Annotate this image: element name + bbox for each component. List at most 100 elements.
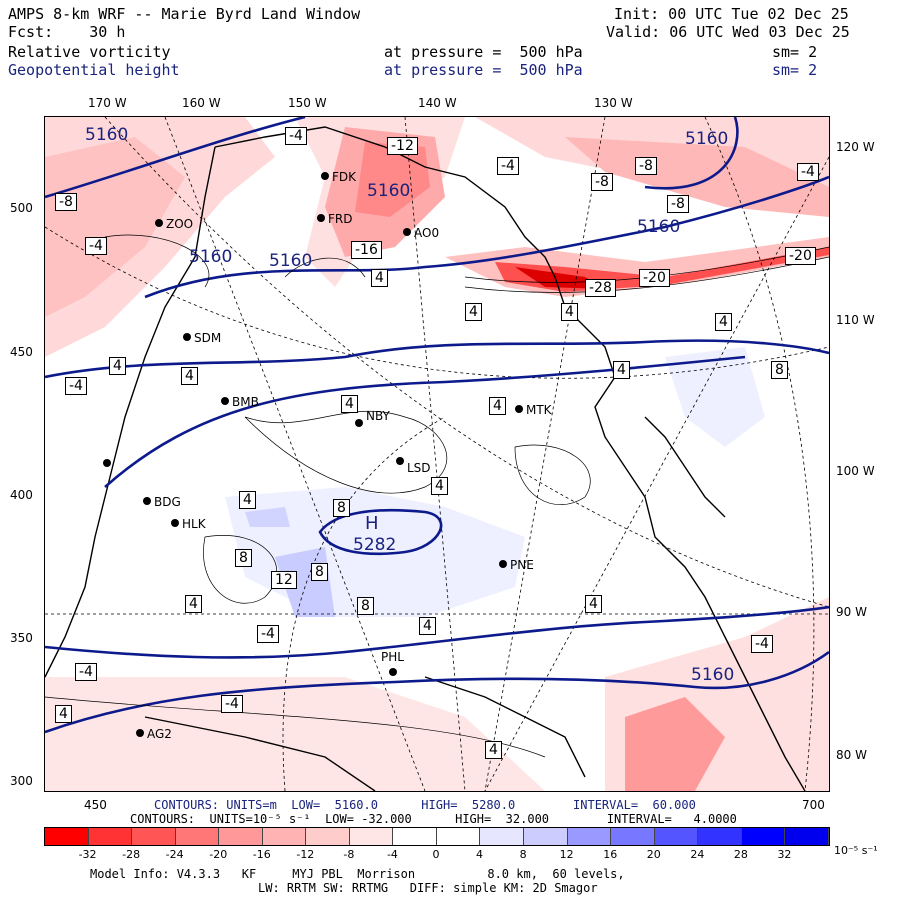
station-fdk: FDK xyxy=(332,170,357,184)
vort-label: 8 xyxy=(311,563,328,581)
vort-label: -8 xyxy=(635,157,657,175)
vort-label: 12 xyxy=(271,571,297,589)
station-frd: FRD xyxy=(328,212,353,226)
colorbar-unit: 10⁻⁵ s⁻¹ xyxy=(834,844,878,857)
field2-smoothing: sm= 2 xyxy=(772,61,818,79)
field2-level: at pressure = 500 hPa xyxy=(384,61,583,79)
vort-label: -20 xyxy=(639,269,670,287)
y-tick-500: 500 xyxy=(10,201,33,215)
lon-label-170w: 170 W xyxy=(88,96,127,110)
vort-label: -4 xyxy=(497,157,519,175)
colorbar-tick-label: 28 xyxy=(733,848,748,861)
map-svg xyxy=(45,117,829,791)
vort-label: 4 xyxy=(485,741,502,759)
colorbar-tick-label: -20 xyxy=(209,848,228,861)
colorbar-swatch xyxy=(175,828,220,845)
vort-label: 4 xyxy=(109,357,126,375)
vort-label: 8 xyxy=(357,597,374,615)
station-sdm: SDM xyxy=(194,331,222,345)
station-zoo: ZOO xyxy=(166,217,194,231)
vort-label: -4 xyxy=(221,695,243,713)
height-label-5160: 5160 xyxy=(367,181,411,201)
colorbar-swatch xyxy=(262,828,307,845)
lon-label-110w: 110 W xyxy=(836,313,875,327)
vort-label: -8 xyxy=(667,195,689,213)
vort-label: 8 xyxy=(333,499,350,517)
vort-label: -4 xyxy=(797,163,819,181)
vort-label: 4 xyxy=(371,269,388,287)
colorbar-swatch xyxy=(349,828,394,845)
station-markers xyxy=(103,172,523,737)
colorbar-swatch xyxy=(436,828,481,845)
vorticity-contour-info: CONTOURS: UNITS=10⁻⁵ s⁻¹ LOW= -32.000 HI… xyxy=(130,812,737,826)
colorbar-tick-label: 12 xyxy=(559,848,574,861)
vort-label: -4 xyxy=(257,625,279,643)
vort-label: 4 xyxy=(341,395,358,413)
forecast-hour: Fcst: 30 h xyxy=(8,23,126,41)
vort-label: -4 xyxy=(285,127,307,145)
vort-label: -28 xyxy=(585,279,616,297)
station-nby: NBY xyxy=(366,409,390,423)
height-label-5160: 5160 xyxy=(269,251,313,271)
model-info-line1: Model Info: V4.3.3 KF MYJ PBL Morrison 8… xyxy=(90,867,625,881)
station-bdg: BDG xyxy=(154,495,181,509)
y-tick-350: 350 xyxy=(10,631,33,645)
station-hlk: HLK xyxy=(182,517,206,531)
colorbar-swatch xyxy=(611,828,655,845)
colorbar-tick-label: 32 xyxy=(777,848,792,861)
high-marker: H xyxy=(365,513,379,534)
colorbar-tick-label: -28 xyxy=(122,848,141,861)
lon-label-150w: 150 W xyxy=(288,96,327,110)
y-tick-450: 450 xyxy=(10,345,33,359)
station-lsd: LSD xyxy=(407,461,431,475)
vort-label: 4 xyxy=(613,361,630,379)
colorbar-tick-label: -32 xyxy=(78,848,97,861)
height-label-5160: 5160 xyxy=(685,129,729,149)
station-ag2: AG2 xyxy=(147,727,172,741)
height-label-5160: 5160 xyxy=(189,247,233,267)
colorbar-swatch xyxy=(306,828,350,845)
lon-label-80w: 80 W xyxy=(836,748,867,762)
x-tick-700: 700 xyxy=(802,798,825,812)
vort-label: -20 xyxy=(785,247,816,265)
colorbar-swatch xyxy=(524,828,568,845)
colorbar-swatch xyxy=(567,828,612,845)
vort-label: -4 xyxy=(751,635,773,653)
colorbar-swatch xyxy=(88,828,133,845)
height-contours xyxy=(45,117,829,734)
vort-label: 4 xyxy=(185,595,202,613)
map-plot-area: FDK FRD AO0 ZOO SDM BMB NBY MTK LSD BDG … xyxy=(44,116,830,792)
colorbar-swatch xyxy=(741,828,786,845)
colorbar-swatch xyxy=(480,828,525,845)
vort-label: -4 xyxy=(85,237,107,255)
colorbar-tick-label: 24 xyxy=(690,848,705,861)
lon-label-120w: 120 W xyxy=(836,140,875,154)
colorbar-swatch xyxy=(393,828,437,845)
vort-label: 4 xyxy=(465,303,482,321)
colorbar-tick-label: 20 xyxy=(646,848,661,861)
colorbar-swatch xyxy=(654,828,699,845)
x-tick-450: 450 xyxy=(84,798,107,812)
colorbar-tick-label: -8 xyxy=(343,848,355,861)
height-contour-info: CONTOURS: UNITS=m LOW= 5160.0 HIGH= 5280… xyxy=(154,798,696,812)
colorbar-tick-label: -4 xyxy=(386,848,398,861)
height-label-5160: 5160 xyxy=(637,217,681,237)
height-label-5282: 5282 xyxy=(353,535,397,555)
map-title: AMPS 8-km WRF -- Marie Byrd Land Window xyxy=(8,5,361,23)
y-tick-300: 300 xyxy=(10,774,33,788)
station-bmb: BMB xyxy=(232,395,259,409)
colorbar-tick-label: 16 xyxy=(603,848,618,861)
vort-label: 4 xyxy=(239,491,256,509)
colorbar-tick-label: 4 xyxy=(476,848,484,861)
vort-label: -4 xyxy=(75,663,97,681)
colorbar-tick-label: -24 xyxy=(165,848,184,861)
negative-vorticity-shading xyxy=(45,117,829,791)
colorbar-swatch xyxy=(698,828,742,845)
colorbar-tick-label: -12 xyxy=(296,848,315,861)
vort-label: 4 xyxy=(585,595,602,613)
coastline xyxy=(45,126,806,791)
vort-label: 4 xyxy=(419,617,436,635)
station-mtk: MTK xyxy=(526,403,552,417)
vort-label: -8 xyxy=(55,193,77,211)
colorbar-tick-label: 8 xyxy=(519,848,527,861)
